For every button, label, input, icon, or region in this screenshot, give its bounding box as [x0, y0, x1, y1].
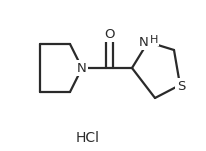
Text: H: H — [149, 35, 157, 45]
Text: S: S — [176, 79, 184, 93]
Text: O: O — [104, 27, 115, 40]
Text: HCl: HCl — [76, 131, 99, 145]
Text: N: N — [77, 61, 87, 74]
Text: N: N — [138, 35, 148, 48]
